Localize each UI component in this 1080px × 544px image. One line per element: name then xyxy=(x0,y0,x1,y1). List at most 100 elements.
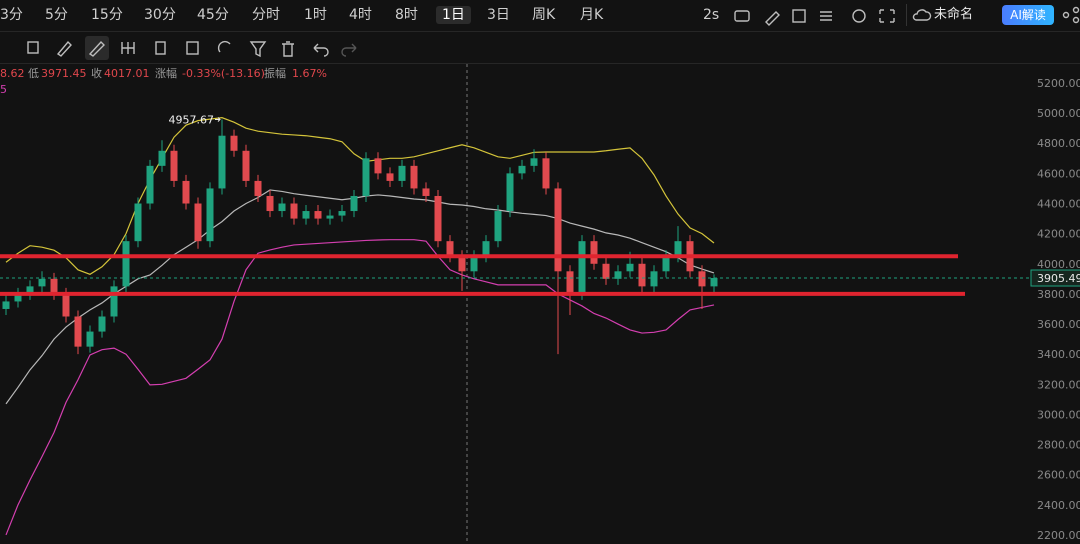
tool-icon[interactable] xyxy=(186,41,199,55)
interval-button[interactable]: 8时 xyxy=(395,7,418,23)
last-price-label: 3905.49 xyxy=(1037,272,1080,285)
candle-body xyxy=(254,180,262,196)
redo-icon[interactable] xyxy=(341,43,357,57)
candle-body xyxy=(410,165,418,189)
candle-body xyxy=(110,286,118,317)
candle-body xyxy=(38,278,46,287)
settings-icon[interactable] xyxy=(852,9,866,23)
last-price-box xyxy=(1030,269,1080,287)
layout-name[interactable]: 未命名 xyxy=(934,7,974,22)
candle-body xyxy=(98,316,106,332)
info-value: 3971.45 xyxy=(41,67,87,80)
candle-body xyxy=(134,203,142,242)
candle-body xyxy=(314,211,322,219)
separator xyxy=(906,4,907,26)
candle-body xyxy=(542,158,550,189)
tool-icon[interactable] xyxy=(155,41,166,55)
interval-button[interactable]: 1日 xyxy=(436,6,471,24)
candle-body xyxy=(566,271,574,294)
candle-body xyxy=(470,256,478,272)
candle-body xyxy=(374,158,382,174)
crop-icon[interactable] xyxy=(792,9,806,23)
interval-button[interactable]: 15分 xyxy=(91,7,123,23)
y-tick-label: 3400.00 xyxy=(1037,348,1080,361)
candle-body xyxy=(698,271,706,287)
candle-body xyxy=(578,241,586,294)
interval-button[interactable]: 3分 xyxy=(0,7,23,23)
share-icon[interactable] xyxy=(1062,6,1080,24)
info-value: 4017.01 xyxy=(104,67,150,80)
y-tick-label: 3000.00 xyxy=(1037,408,1080,421)
interval-button[interactable]: 5分 xyxy=(45,7,68,23)
candle-body xyxy=(710,278,718,287)
candle-body xyxy=(158,150,166,166)
candle-body xyxy=(230,135,238,151)
candle-body xyxy=(602,263,610,279)
info-key: 振幅 xyxy=(264,67,286,80)
y-tick-label: 4600.00 xyxy=(1037,167,1080,180)
candle-body xyxy=(506,173,514,212)
tool-icon[interactable] xyxy=(27,41,39,54)
info-key: 低 xyxy=(28,67,39,80)
candle-body xyxy=(386,173,394,181)
tool-icon[interactable] xyxy=(217,40,231,53)
candle-body xyxy=(290,203,298,219)
candle-body xyxy=(422,188,430,196)
pen-icon[interactable] xyxy=(765,11,780,26)
y-tick-label: 5200.00 xyxy=(1037,77,1080,90)
y-tick-label: 5000.00 xyxy=(1037,107,1080,120)
candle-body xyxy=(14,293,22,302)
interval-button[interactable]: 30分 xyxy=(144,7,176,23)
candle-body xyxy=(674,241,682,257)
interval-button[interactable]: 周K xyxy=(532,7,556,23)
candle-body xyxy=(614,271,622,279)
candle-body xyxy=(530,158,538,166)
tool-icon[interactable] xyxy=(121,42,135,54)
interval-button[interactable]: 4时 xyxy=(349,7,372,23)
tool-icon[interactable] xyxy=(282,41,294,57)
band-line xyxy=(5,239,715,536)
candle-body xyxy=(206,188,214,242)
tool-icon[interactable] xyxy=(88,40,105,57)
tool-icon[interactable] xyxy=(249,41,267,58)
candle-body xyxy=(194,203,202,242)
drawing-toolbar xyxy=(27,36,357,60)
max-price-arrow xyxy=(215,117,221,122)
interval-button[interactable]: 月K xyxy=(580,7,604,23)
candle-body xyxy=(458,256,466,272)
info-key: 涨幅 xyxy=(155,67,177,80)
list-icon[interactable] xyxy=(820,11,832,21)
candle-body xyxy=(398,165,406,181)
undo-icon[interactable] xyxy=(313,43,329,57)
interval-button[interactable]: 分时 xyxy=(252,7,280,23)
interval-button[interactable]: 1时 xyxy=(304,7,327,23)
y-tick-label: 4400.00 xyxy=(1037,198,1080,211)
y-tick-label: 4000.00 xyxy=(1037,258,1080,271)
candle-body xyxy=(638,263,646,287)
cloud-icon xyxy=(912,9,932,21)
toolbar-icons xyxy=(734,9,895,26)
y-tick-label: 2200.00 xyxy=(1037,529,1080,542)
candle-body xyxy=(302,211,310,219)
band-line xyxy=(5,189,715,405)
interval-button[interactable]: 45分 xyxy=(197,7,229,23)
candle-body xyxy=(242,150,250,181)
candle-body xyxy=(170,150,178,181)
ai-button[interactable]: AI解读 xyxy=(1002,5,1054,25)
candle-body xyxy=(122,241,130,287)
refresh-rate[interactable]: 2s xyxy=(703,7,720,23)
interval-button[interactable]: 3日 xyxy=(487,7,510,23)
candle-body xyxy=(182,180,190,204)
candle-body xyxy=(218,135,226,189)
candle-body xyxy=(338,211,346,216)
candle-body xyxy=(278,203,286,212)
candle-body xyxy=(650,271,658,287)
camera-icon[interactable] xyxy=(734,10,750,22)
candle-body xyxy=(482,241,490,257)
y-tick-label: 3200.00 xyxy=(1037,378,1080,391)
tool-icon[interactable] xyxy=(56,40,72,57)
y-tick-label: 4200.00 xyxy=(1037,228,1080,241)
fullscreen-icon[interactable] xyxy=(879,9,895,23)
divider xyxy=(0,63,1080,64)
candle-body xyxy=(86,331,94,347)
